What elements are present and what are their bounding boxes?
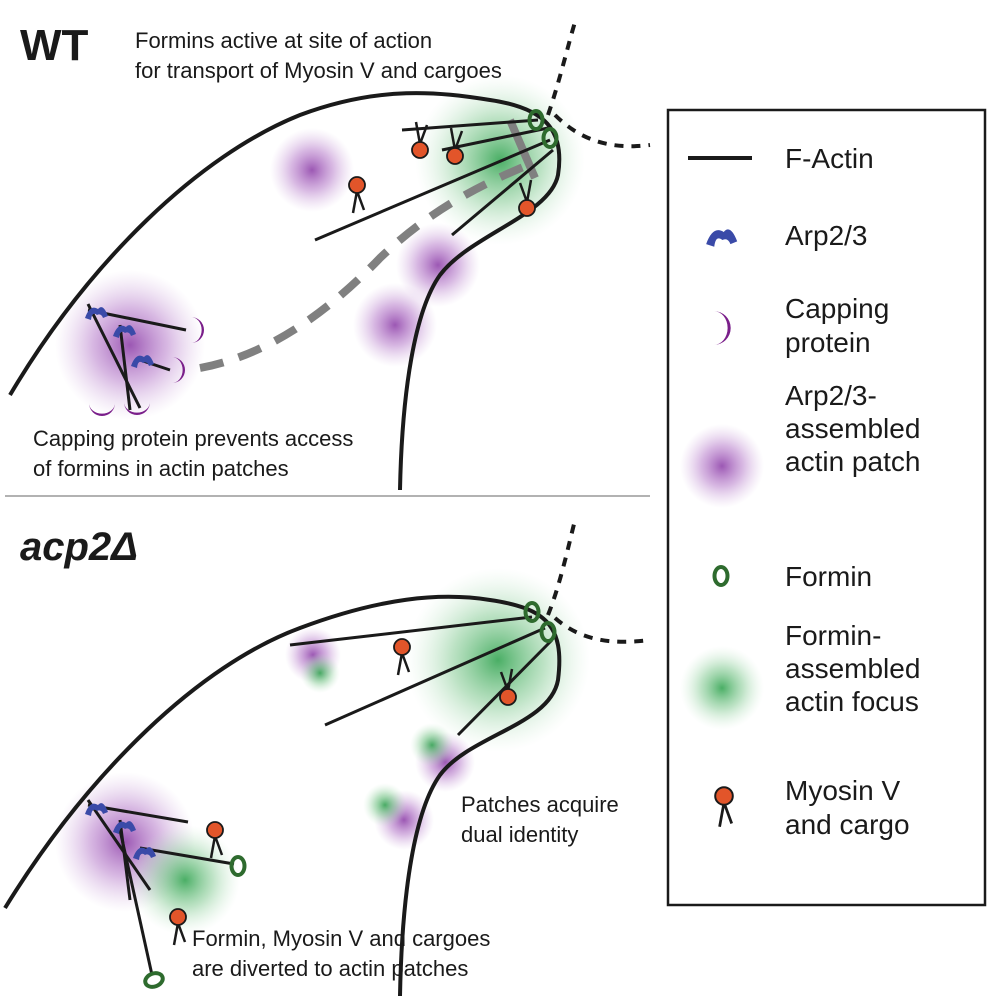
legend-arp23: Arp2/3 xyxy=(785,220,868,251)
wt-endocytic-patch xyxy=(55,270,205,420)
wt-actin-cable xyxy=(314,138,551,242)
mutant-actin-cable xyxy=(456,638,554,737)
wt-patch-filament xyxy=(118,324,132,411)
mutant-dual-patch xyxy=(363,783,407,827)
wt-top-note-line-1: Formins active at site of action xyxy=(135,28,432,53)
wt-neighbor-cell-line xyxy=(546,21,577,116)
mutant-label: acp2Δ xyxy=(20,525,138,569)
mutant-patch-filament xyxy=(139,846,235,866)
mutant-neighbor-cell-line xyxy=(546,519,577,616)
wt-top-note-line-2: for transport of Myosin V and cargoes xyxy=(135,58,502,83)
mutant-right-note-line-2: dual identity xyxy=(461,822,578,847)
mutant-bottom-note-line-1: Formin, Myosin V and cargoes xyxy=(192,926,490,951)
legend-capping-line-2: protein xyxy=(785,327,871,358)
wt-label: WT xyxy=(20,21,89,70)
legend-patch-line-3: actin patch xyxy=(785,446,920,477)
wt-neighbor-cell-line xyxy=(553,113,651,149)
mutant-dual-patch xyxy=(300,653,340,693)
legend-patch-line-2: assembled xyxy=(785,413,920,444)
mutant-bottom-note-line-2: are diverted to actin patches xyxy=(192,956,468,981)
actin-patch-icon xyxy=(680,424,764,508)
wt-panel: WT Formins active at site of action for … xyxy=(8,21,651,491)
legend-formin: Formin xyxy=(785,561,872,592)
legend-f-actin: F-Actin xyxy=(785,143,874,174)
legend-focus-line-3: actin focus xyxy=(785,686,919,717)
wt-actin-cable xyxy=(441,126,549,152)
wt-bottom-note-line-1: Capping protein prevents access xyxy=(33,426,353,451)
wt-bottom-note-line-2: of formins in actin patches xyxy=(33,456,289,481)
mutant-dual-patch xyxy=(410,723,454,767)
actin-focus-icon xyxy=(680,646,764,730)
legend-myosin-line-2: and cargo xyxy=(785,809,910,840)
mutant-patch-filament xyxy=(86,799,152,891)
mutant-patch-filament xyxy=(118,829,154,976)
mutant-right-note-line-1: Patches acquire xyxy=(461,792,619,817)
wt-actin-patch xyxy=(396,223,480,307)
wt-actin-patch xyxy=(270,128,354,212)
legend: F-Actin Arp2/3 Capping protein Arp2/3- a… xyxy=(666,108,987,907)
wt-actin-patch xyxy=(353,283,437,367)
legend-focus-line-1: Formin- xyxy=(785,620,881,651)
wt-hypha-outline xyxy=(8,91,562,491)
mutant-actin-cable xyxy=(289,615,533,647)
legend-capping-line-1: Capping xyxy=(785,293,889,324)
legend-focus-line-2: assembled xyxy=(785,653,920,684)
mutant-neighbor-cell-line xyxy=(553,616,651,644)
mutant-formin xyxy=(141,968,167,992)
wt-patch-filament xyxy=(86,303,142,409)
wt-myosin-cargo xyxy=(347,175,367,215)
legend-patch-line-1: Arp2/3- xyxy=(785,380,877,411)
wt-polarity-axis xyxy=(199,161,530,372)
mutant-actin-cable xyxy=(324,626,546,727)
mutant-panel: acp2Δ xyxy=(3,519,651,996)
legend-myosin-line-1: Myosin V xyxy=(785,775,900,806)
wt-actin-cable xyxy=(451,148,554,237)
